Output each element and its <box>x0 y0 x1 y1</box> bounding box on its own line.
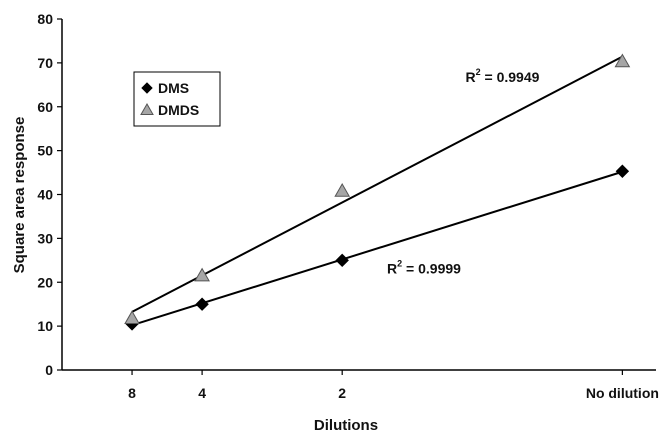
y-tick-label: 30 <box>37 230 53 246</box>
dmds-point <box>194 267 210 282</box>
x-tick-label: No dilution <box>586 385 659 401</box>
y-tick-label: 50 <box>37 143 53 159</box>
y-tick-label: 40 <box>37 187 53 203</box>
y-tick-label: 80 <box>37 11 53 27</box>
x-axis-title: Dilutions <box>314 417 378 434</box>
trendline-dms <box>131 170 623 327</box>
y-axis-title: Square area response <box>11 117 28 274</box>
trendlines <box>131 55 623 327</box>
r-squared-label-dms: R2 = 0.9999 <box>387 258 461 276</box>
y-tick-label: 10 <box>37 318 53 334</box>
y-tick-label: 0 <box>45 362 53 378</box>
legend-marker-dmds <box>140 102 154 115</box>
legend-label-dmds: DMDS <box>158 102 199 118</box>
legend-label-dms: DMS <box>158 80 189 96</box>
dms-point <box>615 164 630 178</box>
y-tick-label: 20 <box>37 274 53 290</box>
dmds-point <box>334 182 351 197</box>
x-tick-label: 2 <box>338 385 346 401</box>
x-tick-label: 4 <box>198 385 206 401</box>
dmds-point <box>614 53 631 68</box>
x-tick-label: 8 <box>128 385 136 401</box>
legend: DMS DMDS <box>133 71 221 127</box>
dms-point <box>195 297 209 311</box>
annotations: R2 = 0.9999 R2 = 0.9949 <box>387 67 540 276</box>
y-tick-label: 70 <box>37 55 53 71</box>
trendline-dmds <box>131 55 623 313</box>
data-points <box>124 53 631 331</box>
legend-box <box>133 71 221 127</box>
legend-marker-dms <box>141 82 153 94</box>
y-tick-label: 60 <box>37 99 53 115</box>
dmds-point <box>124 310 140 324</box>
ticks: 0 10 20 30 40 50 60 70 80 8 4 2 No dilution <box>37 11 659 401</box>
r-squared-label-dmds: R2 = 0.9949 <box>465 67 539 85</box>
dms-point <box>335 253 349 268</box>
